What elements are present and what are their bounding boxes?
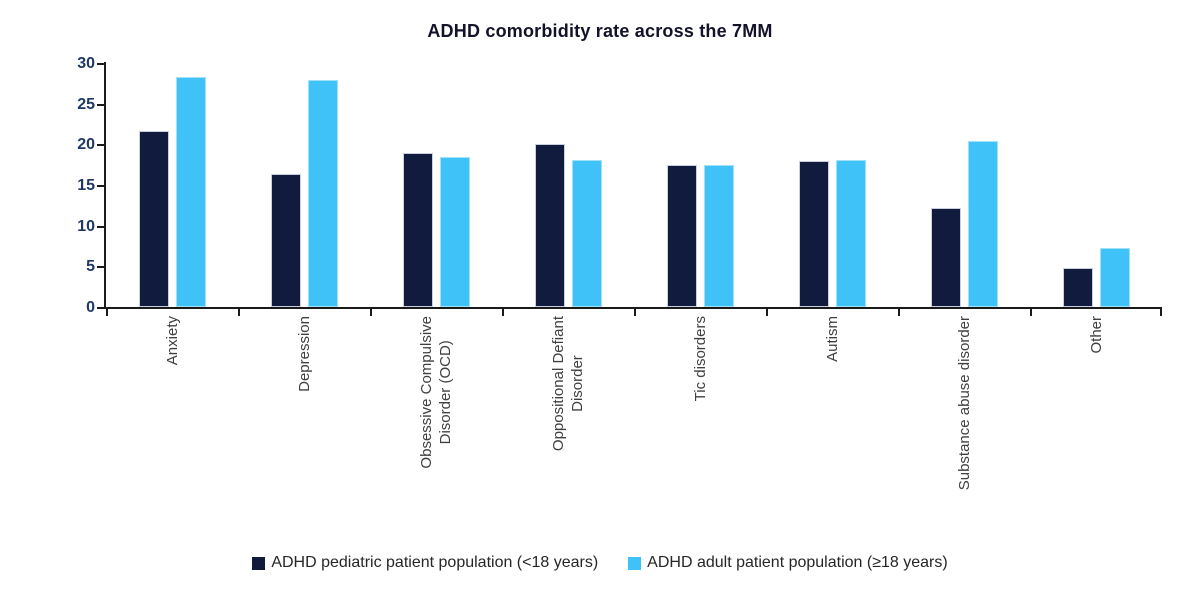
legend-item-adult: ADHD adult patient population (≥18 years… [628, 553, 948, 573]
y-tick-label: 30 [77, 55, 95, 72]
bar-pediatric-obsessive-compulsive-disorder-ocd [402, 153, 433, 307]
y-axis [104, 62, 106, 309]
bar-adult-oppositional-defiant-disorder [571, 159, 602, 307]
bar-adult-other [1099, 248, 1130, 307]
bar-pediatric-tic-disorders [666, 164, 697, 307]
bar-pediatric-anxiety [138, 130, 169, 307]
category-label: Substance abuse disorder [955, 316, 973, 491]
bar-adult-anxiety [175, 76, 206, 307]
bar-pediatric-depression [270, 174, 301, 307]
category-label: Tic disorders [691, 316, 709, 402]
bar-pediatric-oppositional-defiant-disorder [534, 143, 565, 307]
legend: ADHD pediatric patient population (<18 y… [0, 553, 1200, 573]
y-tick-mark [97, 185, 104, 187]
y-tick-mark [97, 225, 104, 228]
y-tick-label: 0 [86, 299, 95, 316]
legend-label-pediatric: ADHD pediatric patient population (<18 y… [271, 554, 599, 571]
x-tick-mark [238, 309, 240, 316]
bar-adult-substance-abuse-disorder [967, 141, 998, 307]
y-tick-label: 5 [86, 258, 95, 276]
y-tick-mark [97, 307, 104, 309]
x-tick-mark [898, 309, 900, 316]
x-tick-mark [1160, 309, 1162, 316]
category-label: Other [1087, 316, 1105, 354]
chart-title: ADHD comorbidity rate across the 7MM [427, 21, 773, 41]
bar-adult-tic-disorders [703, 164, 734, 307]
y-tick-label: 20 [77, 136, 95, 154]
bar-adult-obsessive-compulsive-disorder-ocd [439, 156, 470, 307]
bar-pediatric-substance-abuse-disorder [930, 207, 961, 307]
legend-swatch-pediatric [252, 556, 266, 570]
legend-item-pediatric: ADHD pediatric patient population (<18 y… [252, 553, 598, 573]
bar-pediatric-autism [798, 161, 829, 307]
x-tick-mark [370, 309, 372, 316]
bar-adult-autism [835, 159, 866, 307]
category-label: Autism [823, 316, 841, 362]
y-tick-mark [97, 63, 104, 65]
x-tick-mark [502, 309, 504, 316]
x-tick-mark [634, 309, 636, 316]
x-tick-mark [106, 309, 108, 316]
category-label: Anxiety [163, 316, 181, 366]
x-axis [104, 307, 1162, 309]
legend-label-adult: ADHD adult patient population (≥18 years… [647, 554, 948, 571]
legend-swatch-adult [628, 556, 642, 570]
y-tick-mark [97, 103, 104, 106]
y-tick-label: 15 [77, 177, 95, 194]
y-tick-label: 10 [77, 217, 95, 235]
bar-pediatric-other [1062, 267, 1093, 307]
bar-adult-depression [307, 80, 338, 307]
y-tick-mark [97, 266, 104, 269]
category-label: Oppositional Defiant Disorder [550, 316, 586, 452]
y-tick-mark [97, 144, 104, 147]
category-label: Depression [295, 316, 313, 392]
x-tick-mark [1030, 309, 1032, 316]
x-tick-mark [766, 309, 768, 316]
y-tick-label: 25 [77, 95, 95, 113]
category-label: Obsessive Compulsive Disorder (OCD) [418, 316, 454, 469]
